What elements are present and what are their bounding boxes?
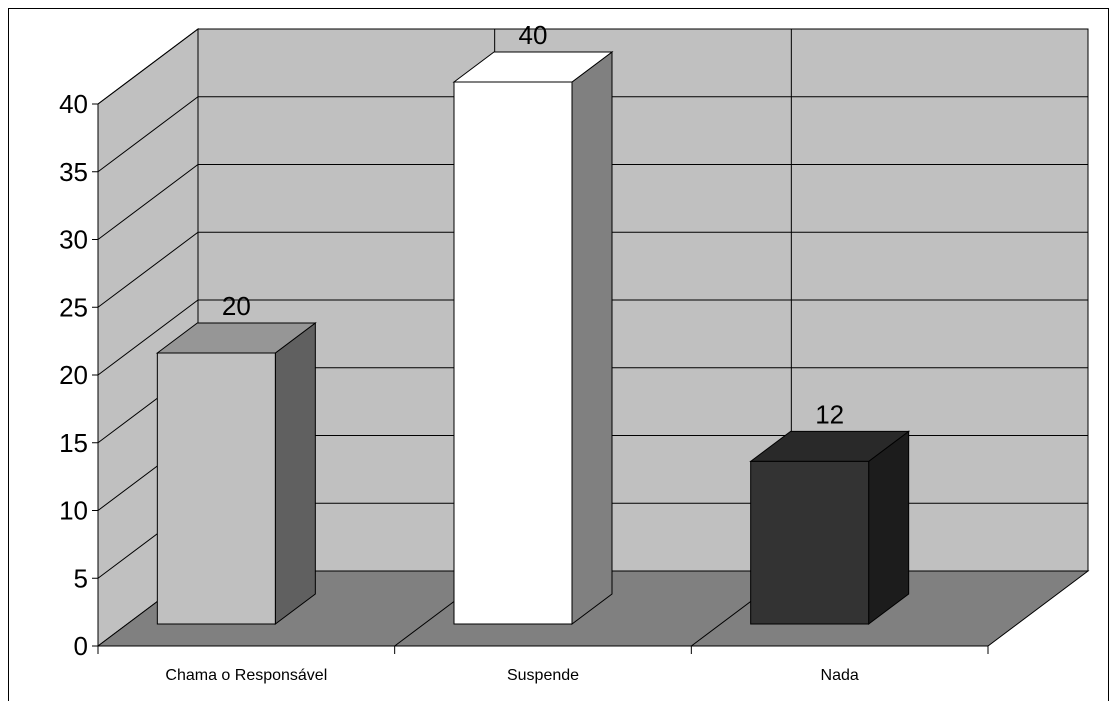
data-label: 40 [519,20,548,50]
y-tick-label: 5 [74,563,88,593]
y-tick-label: 35 [59,157,88,187]
category-label: Suspende [507,667,579,684]
data-label: 12 [815,399,844,429]
bar-group [452,51,614,625]
bar [750,460,870,625]
data-label: 20 [222,291,251,321]
category-label: Nada [821,667,859,684]
y-tick-label: 20 [59,360,88,390]
y-tick-label: 30 [59,225,88,255]
bar-side [571,51,613,625]
bar-side [274,322,316,625]
y-tick-label: 0 [74,631,88,661]
bar-side [868,430,910,625]
bar-group [749,430,911,625]
category-label: Chama o Responsável [165,667,327,684]
bar-group [155,322,317,625]
y-tick-label: 40 [59,89,88,119]
y-tick-label: 10 [59,496,88,526]
chart-border [8,8,1109,706]
bar [156,352,276,625]
y-tick-label: 15 [59,428,88,458]
y-tick-label: 25 [59,292,88,322]
bar [453,81,573,625]
